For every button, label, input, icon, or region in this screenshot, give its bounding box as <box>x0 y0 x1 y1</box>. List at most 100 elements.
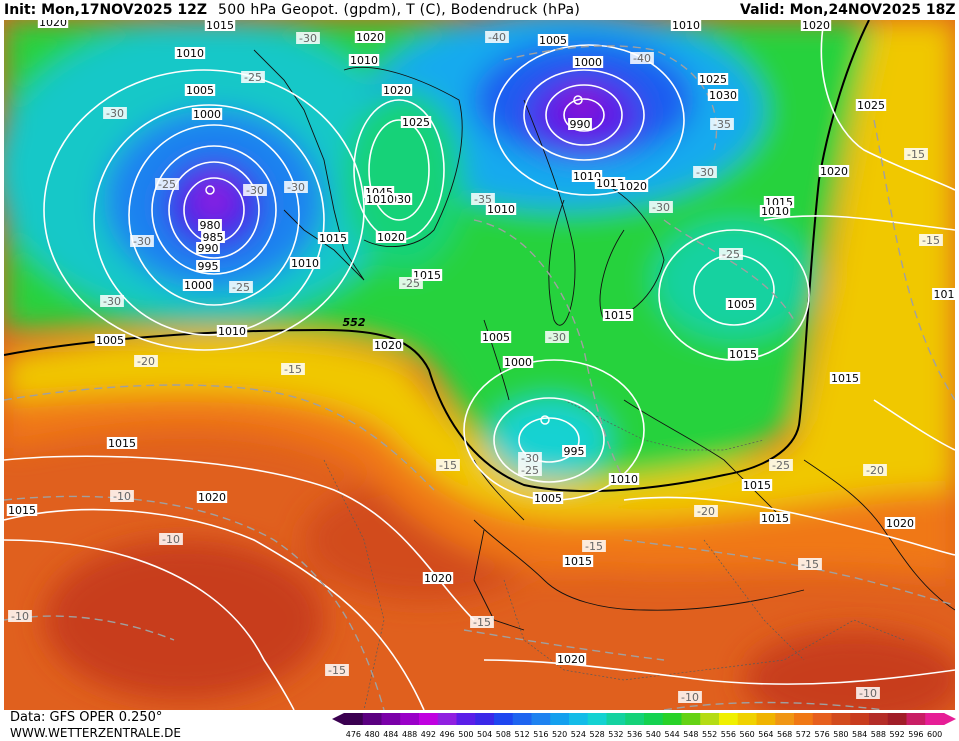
isobar-label: 1005 <box>184 84 216 97</box>
isobar-label: 1010 <box>670 20 702 32</box>
isobar-value: 1020 <box>557 653 585 666</box>
isobar-label: 1020 <box>555 653 587 666</box>
isobar-label: 1005 <box>94 334 126 347</box>
isobar-value: 985 <box>203 231 224 244</box>
isotherms <box>4 45 955 710</box>
legend-value: 500 <box>458 730 473 739</box>
temperature-labels: -30-25-30-25 -30 -30-30-25-30-25-20-15-40-… <box>8 31 943 704</box>
contour-label-552: 552 <box>343 316 366 329</box>
legend-value: 564 <box>758 730 773 739</box>
legend-swatch <box>475 713 495 725</box>
temperature-value: -40 <box>633 52 651 65</box>
legend-value: 552 <box>702 730 717 739</box>
isobar-label: 985 <box>201 231 225 244</box>
low-greenland-center <box>205 185 215 195</box>
contour-552 <box>4 20 870 493</box>
legend-swatch <box>494 713 514 725</box>
legend-swatch <box>812 713 832 725</box>
temperature-value: -30 <box>133 235 151 248</box>
temperature-label: -30 <box>284 181 308 194</box>
legend-value: 532 <box>608 730 623 739</box>
legend-value: 600 <box>927 730 942 739</box>
legend-value: 556 <box>721 730 736 739</box>
isobar-value: 1015 <box>596 177 624 190</box>
temperature-label: -15 <box>436 459 460 472</box>
temperature-label: -30 <box>130 235 154 248</box>
temperature-label: -35 <box>471 193 495 206</box>
isobar-label: 1020 <box>372 339 404 352</box>
legend-swatch <box>850 713 870 725</box>
legend-value: 592 <box>889 730 904 739</box>
temperature-label: -30 <box>545 331 569 344</box>
temperature-value: -25 <box>158 178 176 191</box>
temperature-value: -35 <box>474 193 492 206</box>
temperature-label: -25 <box>518 464 542 477</box>
legend-value: 588 <box>871 730 886 739</box>
temperature-value: -30 <box>299 32 317 45</box>
legend-value: 504 <box>477 730 492 739</box>
isobar-label: 1015 <box>602 309 634 322</box>
isobar-label: 1000 <box>182 279 214 292</box>
temperature-value: -15 <box>922 234 940 247</box>
temperature-label: -15 <box>470 616 494 629</box>
legend-swatch <box>794 713 814 725</box>
legend-swatch <box>719 713 739 725</box>
isobar-label: 1000 <box>191 108 223 121</box>
legend-value: 484 <box>383 730 398 739</box>
data-source: Data: GFS OPER 0.250° <box>10 710 163 725</box>
temperature-label: -40 <box>630 52 654 65</box>
temperature-label: -20 <box>134 355 158 368</box>
legend-swatch <box>531 713 551 725</box>
isobar-label: 1015 <box>204 20 236 32</box>
temperature-label: -25 <box>241 71 265 84</box>
temperature-label: -15 <box>798 558 822 571</box>
isobar-value: 1015 <box>729 348 757 361</box>
temperature-label: -30 <box>243 184 267 197</box>
low-scandinavia-center <box>573 95 583 105</box>
legend-swatch <box>419 713 439 725</box>
isobar-value: 995 <box>198 260 219 273</box>
temperature-value: -20 <box>137 355 155 368</box>
temperature-label: -30 <box>649 201 673 214</box>
temperature-value: -30 <box>103 295 121 308</box>
isobar-value: 1000 <box>504 356 532 369</box>
temperature-value: -40 <box>488 31 506 44</box>
legend-value: 596 <box>908 730 923 739</box>
isobar-value: 1015 <box>743 479 771 492</box>
isobar-value: 1015 <box>564 555 592 568</box>
temperature-value: -30 <box>106 107 124 120</box>
temperature-value: -15 <box>439 459 457 472</box>
temperature-value: -10 <box>162 533 180 546</box>
temperature-value: -30 <box>696 166 714 179</box>
temperature-value: -10 <box>11 610 29 623</box>
legend-swatch <box>625 713 645 725</box>
temperature-value: -10 <box>113 490 131 503</box>
isobar-value: 1005 <box>727 298 755 311</box>
isobar-value: 1010 <box>487 203 515 216</box>
valid-time: Valid: Mon,24NOV2025 18Z <box>740 2 956 18</box>
legend-swatch <box>775 713 795 725</box>
temperature-value: -30 <box>652 201 670 214</box>
isobar-label: 1015 <box>317 232 349 245</box>
isobars <box>4 20 955 710</box>
isobar-label: 1025 <box>697 73 729 86</box>
legend-value: 508 <box>496 730 511 739</box>
legend-swatch <box>906 713 926 725</box>
legend-swatch <box>737 713 757 725</box>
isobar-value: 101 <box>934 288 955 301</box>
isobar-label: 1025 <box>855 99 887 112</box>
isobar-value: 980 <box>200 219 221 232</box>
temperature-label: -15 <box>325 664 349 677</box>
isobar-value: 1020 <box>198 491 226 504</box>
legend-value: 528 <box>589 730 604 739</box>
temperature-value: -10 <box>681 691 699 704</box>
isobar-label: 1020 <box>354 31 386 44</box>
legend-swatch <box>569 713 589 725</box>
legend-swatch <box>400 713 420 725</box>
temperature-label: -30 <box>296 32 320 45</box>
legend-value: 476 <box>346 730 361 739</box>
temperature-label: -10 <box>856 687 880 700</box>
legend-swatch <box>344 713 364 725</box>
legend-value: 536 <box>627 730 642 739</box>
legend-swatch <box>756 713 776 725</box>
